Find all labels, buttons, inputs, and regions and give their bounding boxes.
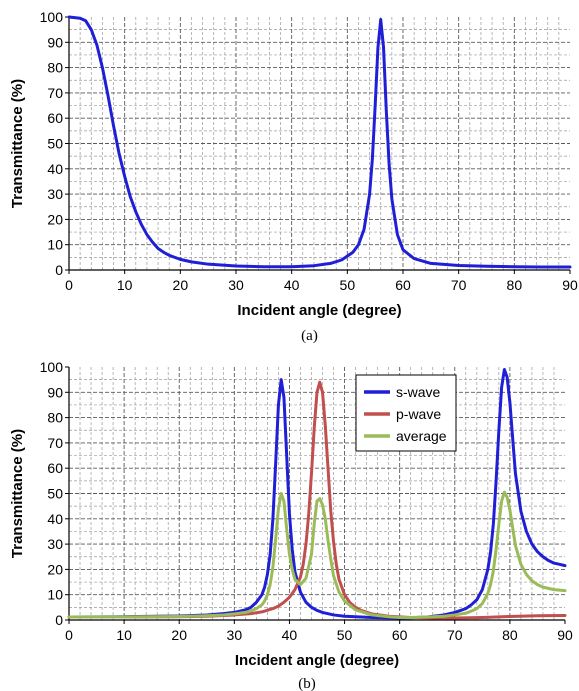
y-tick-label: 30 <box>47 536 63 552</box>
x-tick-label: 50 <box>337 627 353 643</box>
grid-lines-major <box>69 17 570 270</box>
y-tick-label: 0 <box>55 262 63 278</box>
chart-panel-b: 0 10 20 30 40 50 60 70 80 90 0 10 20 30 40 50 60 70 80 90 10… <box>9 359 573 691</box>
y-tick-label: 50 <box>47 486 63 502</box>
y-tick-label: 60 <box>47 460 63 476</box>
y-axis-title: Transmittance (%) <box>9 429 26 558</box>
y-tick-label: 80 <box>47 410 63 426</box>
x-tick-label: 30 <box>227 627 243 643</box>
x-tick-label: 80 <box>507 277 523 293</box>
x-tick-label: 60 <box>395 277 411 293</box>
x-tick-label: 60 <box>392 627 408 643</box>
legend-label: p-wave <box>396 406 441 422</box>
x-tick-label: 70 <box>447 627 463 643</box>
series-line-average <box>67 490 567 619</box>
series-line-0 <box>67 15 572 269</box>
y-tick-label: 0 <box>55 612 63 628</box>
y-tick-label: 10 <box>47 237 63 253</box>
y-tick-label: 80 <box>47 60 63 76</box>
y-tick-label: 70 <box>47 85 63 101</box>
y-tick-label: 30 <box>47 186 63 202</box>
y-tick-label: 40 <box>47 511 63 527</box>
x-tick-label: 50 <box>340 277 356 293</box>
legend: s-wave p-wave average <box>355 374 457 452</box>
x-tick-label: 90 <box>562 277 578 293</box>
x-tick-label: 40 <box>284 277 300 293</box>
y-tick-label: 100 <box>40 359 64 375</box>
y-tick-label: 40 <box>47 161 63 177</box>
y-tick-label: 50 <box>47 136 63 152</box>
y-tick-label: 90 <box>47 34 63 50</box>
y-tick-label: 70 <box>47 435 63 451</box>
x-tick-label: 20 <box>173 277 189 293</box>
y-tick-label: 20 <box>47 211 63 227</box>
x-tick-label: 40 <box>282 627 298 643</box>
legend-label: s-wave <box>396 384 441 400</box>
legend-label: average <box>396 428 447 444</box>
y-tick-label: 20 <box>47 561 63 577</box>
x-tick-label: 80 <box>502 627 518 643</box>
panel-label: (b) <box>298 676 316 691</box>
x-tick-label: 10 <box>117 277 133 293</box>
x-tick-label: 0 <box>65 627 73 643</box>
x-axis-title: Incident angle (degree) <box>235 652 399 669</box>
x-tick-label: 30 <box>228 277 244 293</box>
x-tick-label: 70 <box>451 277 467 293</box>
series-line-s-wave <box>67 368 567 620</box>
chart-panel-a: 0 10 20 30 40 50 60 70 80 90 0 10 20 30 40 50 60 70 80 90 10… <box>9 9 578 344</box>
y-tick-label: 10 <box>47 587 63 603</box>
panel-label: (a) <box>301 328 318 344</box>
x-tick-label: 20 <box>171 627 187 643</box>
x-tick-label: 90 <box>557 627 573 643</box>
x-tick-label: 10 <box>116 627 132 643</box>
x-tick-label: 0 <box>65 277 73 293</box>
y-tick-label: 90 <box>47 384 63 400</box>
x-axis-title: Incident angle (degree) <box>237 302 401 319</box>
y-tick-label: 100 <box>40 9 64 25</box>
y-axis-title: Transmittance (%) <box>9 79 26 208</box>
y-tick-label: 60 <box>47 110 63 126</box>
